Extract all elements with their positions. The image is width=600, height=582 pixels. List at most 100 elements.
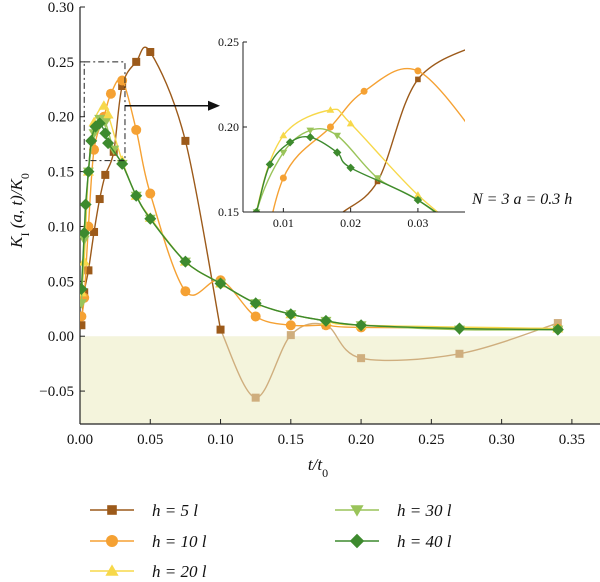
series-3 xyxy=(254,106,439,212)
data-point xyxy=(319,314,332,327)
x-tick-label: 0.05 xyxy=(137,432,163,448)
data-point xyxy=(80,235,90,246)
data-point xyxy=(80,311,87,322)
y-tick-label: 0.00 xyxy=(48,329,74,345)
data-point xyxy=(95,195,104,204)
data-point xyxy=(455,349,464,358)
legend-item: h = 5 l xyxy=(90,501,198,520)
data-point xyxy=(216,325,225,334)
data-point xyxy=(357,354,366,363)
data-point xyxy=(80,299,87,309)
inset-x-tick-label: 0.03 xyxy=(407,216,428,230)
data-point xyxy=(116,157,129,170)
data-point xyxy=(102,109,114,119)
data-point xyxy=(80,283,88,296)
x-tick-label: 0.15 xyxy=(278,432,304,448)
data-point xyxy=(414,67,422,75)
data-point xyxy=(98,100,110,110)
data-point xyxy=(481,247,489,254)
data-point xyxy=(181,136,190,145)
data-point xyxy=(145,188,156,199)
data-point xyxy=(214,277,227,290)
data-point xyxy=(355,319,368,332)
data-point xyxy=(82,165,95,178)
series-2 xyxy=(272,67,489,212)
data-point xyxy=(481,245,489,253)
data-point xyxy=(551,323,564,336)
data-point xyxy=(346,119,355,127)
data-point xyxy=(132,57,141,66)
data-point xyxy=(482,144,489,151)
inset-y-tick-label: 0.20 xyxy=(218,120,239,134)
inset-y-tick-label: 0.25 xyxy=(218,35,239,49)
data-point xyxy=(85,134,98,147)
data-point xyxy=(279,174,287,182)
legend-marker xyxy=(350,505,364,517)
negative-region xyxy=(80,336,600,424)
inset-y-tick-label: 0.15 xyxy=(218,205,239,219)
data-point xyxy=(179,255,192,268)
legend-item: h = 30 l xyxy=(335,501,452,520)
y-tick-label: 0.20 xyxy=(48,110,74,126)
legend-label: h = 5 l xyxy=(152,501,198,520)
x-axis-title: t/t0 xyxy=(308,455,328,480)
data-point xyxy=(279,131,288,139)
data-point xyxy=(252,207,261,212)
data-point xyxy=(281,303,287,309)
data-point xyxy=(373,175,382,182)
data-point xyxy=(453,322,466,335)
data-point xyxy=(284,308,297,321)
data-point xyxy=(101,170,110,179)
data-point xyxy=(413,195,423,205)
data-point xyxy=(307,252,313,258)
data-point xyxy=(279,149,288,157)
series-5 xyxy=(232,133,489,311)
data-point xyxy=(232,315,240,322)
y-tick-label: 0.05 xyxy=(48,274,74,290)
data-point xyxy=(118,82,127,91)
y-tick-label: 0.30 xyxy=(48,0,74,16)
x-tick-label: 0.20 xyxy=(348,432,374,448)
data-point xyxy=(332,148,342,157)
legend-marker xyxy=(106,535,118,547)
y-axis-title: KI (a, t)/K0 xyxy=(7,173,32,249)
data-point xyxy=(285,320,296,331)
legend-item: h = 20 l xyxy=(90,562,207,581)
data-point xyxy=(105,88,116,99)
legend-label: h = 40 l xyxy=(397,532,452,551)
data-point xyxy=(415,76,421,83)
data-point xyxy=(251,393,260,402)
data-point xyxy=(80,198,92,211)
data-point xyxy=(482,39,488,45)
series-line xyxy=(80,46,222,330)
legend: h = 5 l h = 10 l h = 20 l h = 30 l h = 40 l xyxy=(90,501,452,581)
y-tick-label: 0.15 xyxy=(48,165,74,181)
legend-item: h = 10 l xyxy=(90,532,207,551)
inset-x-tick-label: 0.01 xyxy=(273,216,294,230)
data-point xyxy=(99,127,112,140)
legend-label: h = 10 l xyxy=(152,532,207,551)
x-tick-label: 0.30 xyxy=(488,432,514,448)
data-point xyxy=(286,331,295,340)
y-tick-label: 0.10 xyxy=(48,219,74,235)
series-5 xyxy=(80,117,564,336)
zoom-arrow-head xyxy=(208,100,220,111)
data-point xyxy=(306,133,315,142)
data-point xyxy=(80,227,91,240)
legend-item: h = 40 l xyxy=(335,532,452,551)
data-point xyxy=(180,286,191,297)
data-point xyxy=(117,75,128,86)
legend-marker xyxy=(107,505,117,515)
data-point xyxy=(84,266,93,275)
data-point xyxy=(326,123,334,131)
data-point xyxy=(88,129,100,139)
data-point xyxy=(333,132,342,140)
data-point xyxy=(146,47,155,56)
series-line xyxy=(341,49,465,212)
legend-label: h = 30 l xyxy=(397,501,452,520)
series-line xyxy=(255,108,439,212)
inset-x-tick-label: 0.02 xyxy=(340,216,361,230)
data-point xyxy=(130,189,143,202)
data-point xyxy=(232,303,240,311)
